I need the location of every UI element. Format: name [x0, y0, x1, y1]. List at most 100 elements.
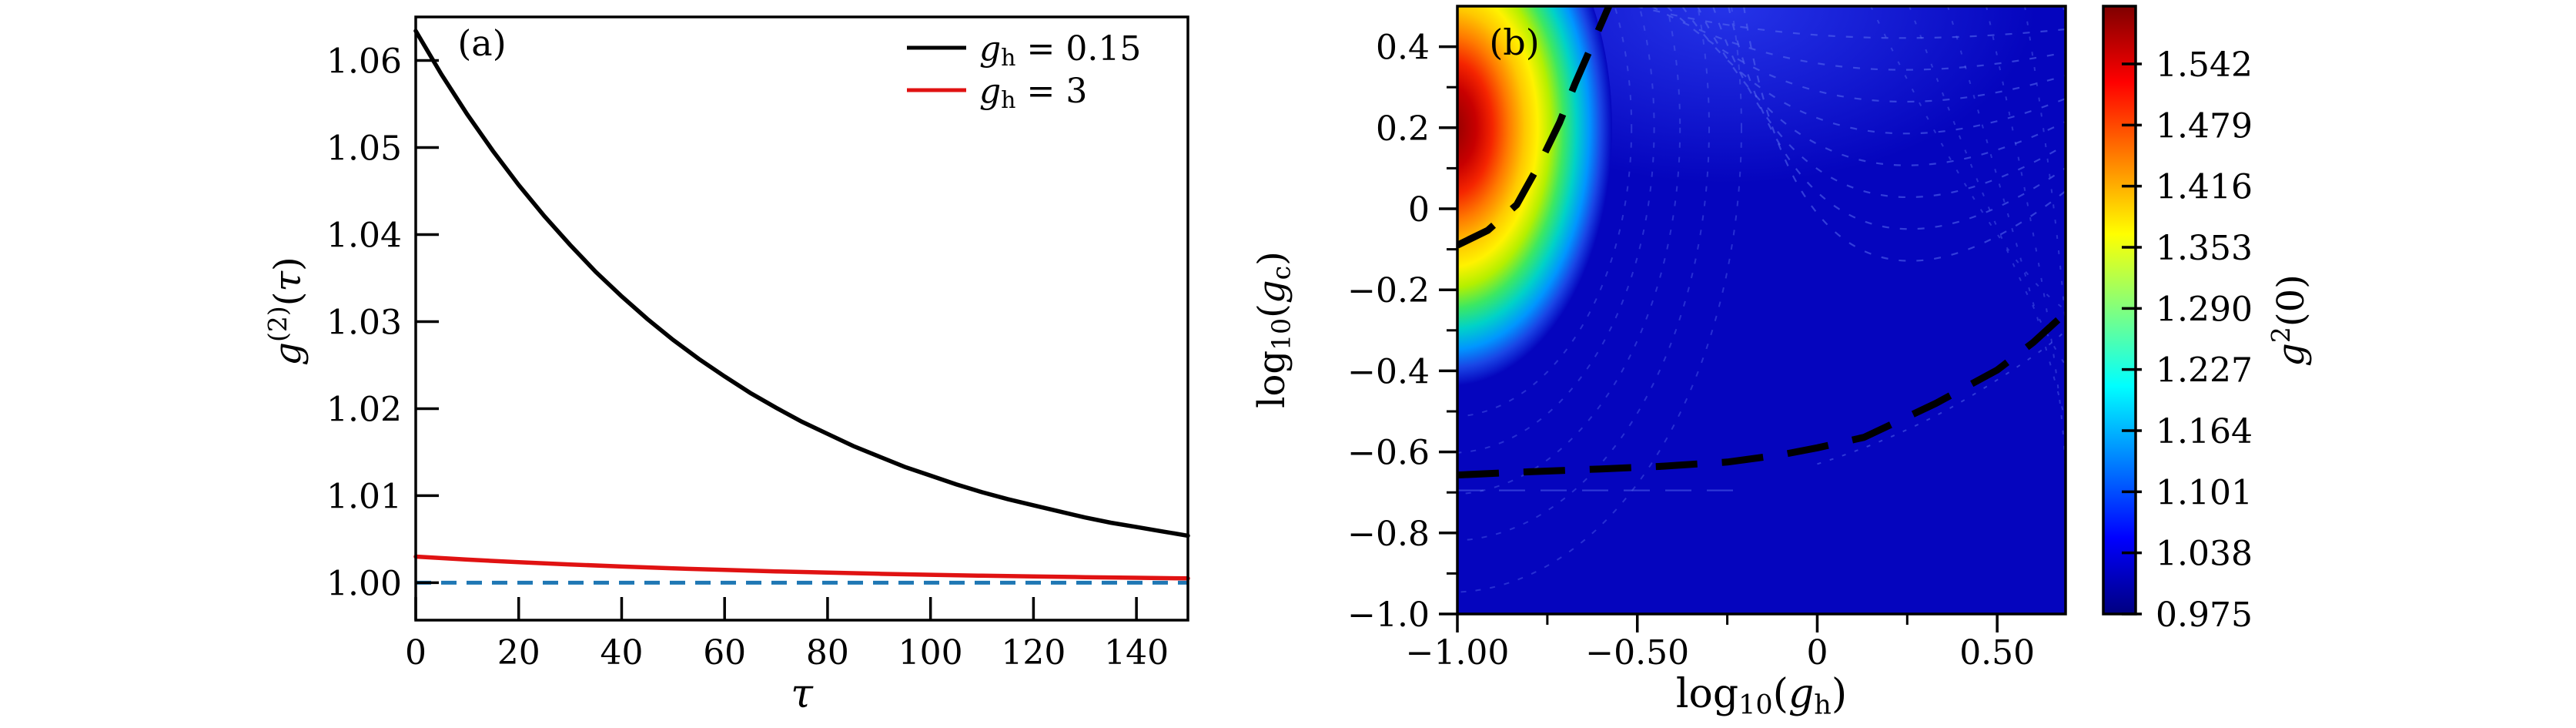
y-tick-label: 1.04: [326, 216, 402, 255]
legend-label-0-part: g: [979, 29, 1001, 69]
contour-ring: [1457, 6, 1633, 418]
y-tick-label: 1.00: [326, 564, 402, 603]
y-tick-label: −0.8: [1347, 515, 1430, 554]
y-tick-label: 1.05: [326, 129, 402, 168]
panel-b-xlabel-part: g: [1788, 671, 1814, 717]
y-tick-label: 0.4: [1376, 29, 1430, 68]
legend-label-0-part: h: [1001, 45, 1015, 72]
y-tick-label: −1.0: [1347, 595, 1430, 635]
series-curve-1: [413, 554, 1190, 581]
y-tick-label: −0.6: [1347, 434, 1430, 473]
panel-b-ylabel-part: c: [1266, 266, 1296, 280]
y-tick-label: 0: [1408, 190, 1430, 230]
legend-label-0: gh = 0.15: [979, 29, 1141, 72]
contour-sag: [1727, 6, 2066, 230]
panel-a-lineplot: 0 20 40 60 80 100 120 140 1.00 1.01 1.02 1.03 1.04 1.…: [263, 15, 1190, 717]
x-tick-label: 140: [1104, 633, 1169, 673]
heatmap-body: [1457, 6, 2066, 614]
y-tick-label: 1.06: [326, 42, 402, 81]
y-tick-label: −0.2: [1347, 271, 1430, 310]
panel-b-heatmap: −1.00 −0.50 0 0.50 0.4 0.2 0 −0.2 −0.4 −0.6 −0.8 −1…: [1250, 5, 2067, 720]
colorbar-tick-label: 1.038: [2156, 535, 2253, 574]
y-tick-label: 1.03: [326, 303, 402, 342]
colorbar-tick-label: 1.101: [2156, 473, 2253, 512]
colorbar-label-part: 2: [2266, 327, 2296, 343]
panel-a-ylabel: g(2)(τ): [263, 257, 309, 366]
legend-label-0-part: = 0.15: [1016, 29, 1142, 69]
contour-fan: [1909, 6, 2066, 366]
panel-a-ylabel-part: τ: [266, 270, 309, 292]
panel-a-frame: [414, 15, 1189, 622]
contour-fan: [1986, 6, 2066, 477]
contour-sag: [1651, 6, 2066, 71]
panel-b-label: (b): [1489, 22, 1539, 63]
panel-a-label: (a): [457, 22, 506, 64]
colorbar-frame: [2102, 5, 2137, 616]
panel-b-ylabel-part: log: [1250, 351, 1293, 408]
panel-b-xlabel-part: (: [1773, 671, 1788, 717]
x-tick-label: 100: [898, 633, 963, 673]
contour-ring: [1457, 6, 1710, 542]
legend-label-1-part: = 3: [1016, 72, 1088, 111]
x-tick-label: 20: [497, 633, 540, 673]
x-tick-label: 120: [1001, 633, 1066, 673]
panel-b-ylabel: log10(gc): [1250, 251, 1296, 408]
panel-b-ylabel-part: g: [1250, 280, 1293, 304]
x-tick-label: 0.50: [1959, 633, 2035, 673]
panel-b-ylabel-part: (: [1250, 304, 1293, 318]
colorbar-label-part: (0): [2270, 274, 2313, 327]
dashed-boundary-1: [1457, 310, 2066, 479]
contour-fan: [1870, 6, 2066, 310]
panel-a-ylabel-part: g: [266, 342, 309, 366]
panel-a-xlabel: τ: [791, 671, 814, 717]
y-tick-label: 1.02: [326, 390, 402, 429]
legend-label-1-part: g: [979, 72, 1001, 111]
contour-sag: [1635, 6, 2066, 39]
panel-b-xlabel-part: 10: [1738, 689, 1773, 720]
series-curve-0: [413, 29, 1190, 538]
heatmap-hotspot: [1457, 6, 1612, 386]
colorbar-tick-label: 1.290: [2156, 290, 2253, 329]
y-tick-label: 0.2: [1376, 109, 1430, 149]
contour-ring: [1457, 6, 1742, 593]
y-tick-label: −0.4: [1347, 352, 1430, 391]
colorbar-tick-label: 1.542: [2156, 45, 2253, 85]
x-tick-label: 0: [1806, 633, 1828, 673]
colorbar-tick-label: 1.164: [2156, 412, 2253, 451]
legend-label-1-part: h: [1001, 87, 1015, 114]
colorbar-tick-label: 0.975: [2156, 595, 2253, 635]
contour-ring: [1457, 6, 1655, 454]
contour-sag: [1681, 6, 2066, 135]
colorbar-bar: [2103, 6, 2136, 614]
panel-a-ylabel-part: (: [266, 292, 309, 307]
x-tick-label: 40: [600, 633, 643, 673]
x-tick-label: 80: [806, 633, 849, 673]
colorbar: 1.542 1.479 1.416 1.353 1.290 1.227 1.164 1.101…: [2102, 5, 2313, 635]
colorbar-tick-label: 1.479: [2156, 106, 2253, 146]
colorbar-tick-label: 1.227: [2156, 351, 2253, 391]
panel-b-ylabel-part: 10: [1266, 318, 1296, 351]
contour-ring: [1457, 6, 1681, 495]
x-tick-label: −0.50: [1585, 633, 1689, 673]
colorbar-tick-label: 1.353: [2156, 229, 2253, 268]
panel-a-xlabel-part: τ: [791, 671, 814, 717]
x-tick-label: 60: [703, 633, 746, 673]
panel-b-ylabel-part: ): [1250, 251, 1293, 266]
panel-a-ylabel-part: (2): [263, 306, 293, 342]
colorbar-label-part: g: [2270, 343, 2313, 367]
panel-a-ylabel-part: ): [266, 257, 309, 271]
colorbar-label: g2(0): [2266, 274, 2313, 367]
x-tick-label: −1.00: [1406, 633, 1510, 673]
panel-b-xlabel: log10(gh): [1676, 671, 1847, 720]
y-tick-label: 1.01: [326, 477, 402, 516]
contour-sag: [1711, 6, 2066, 199]
panel-b-xlabel-part: log: [1676, 671, 1738, 717]
panel-b-xlabel-part: h: [1814, 689, 1832, 720]
dashed-boundary-0: [1457, 6, 1612, 249]
x-tick-label: 0: [405, 633, 427, 673]
colorbar-tick-label: 1.416: [2156, 168, 2253, 207]
legend-label-1: gh = 3: [979, 72, 1087, 114]
panel-b-xlabel-part: ): [1832, 671, 1847, 717]
